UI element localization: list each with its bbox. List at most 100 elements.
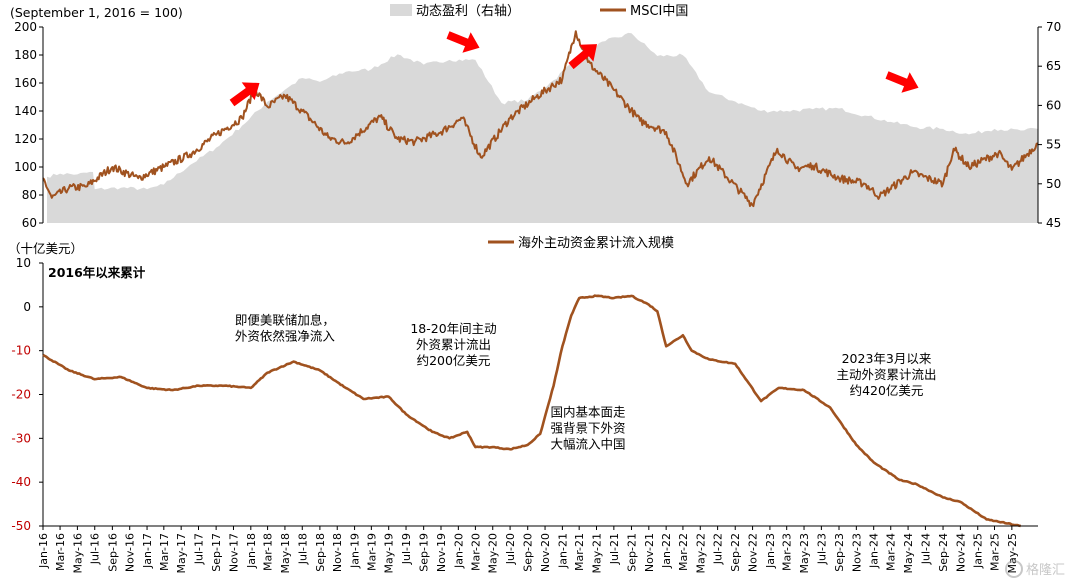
top-left-tick-label: 60 xyxy=(22,216,37,230)
top-left-tick-label: 200 xyxy=(14,20,37,34)
x-tick-label: Jul-21 xyxy=(608,533,621,565)
x-tick-label: Jul-16 xyxy=(89,533,102,565)
top-chart: (September 1, 2016 = 100) 动态盈利（右轴） MSCI中… xyxy=(10,4,1061,230)
x-tick-label: Nov-21 xyxy=(643,533,656,572)
bottom-y-tick-label: -50 xyxy=(11,519,31,533)
annotation-layer: 即便美联储加息，外资依然强净流入 18-20年间主动外资累计流出约200亿美元国内… xyxy=(235,312,937,451)
watermark-logo-icon xyxy=(1005,560,1023,578)
x-tick-label: May-22 xyxy=(694,533,707,574)
x-tick-label: Jul-22 xyxy=(712,533,725,565)
bottom-y-tick-label: -10 xyxy=(11,344,31,358)
top-right-tick-label: 55 xyxy=(1046,138,1061,152)
legend-label-flow: 海外主动资金累计流入规模 xyxy=(518,235,674,251)
x-tick-label: Jan-25 xyxy=(972,533,985,569)
annotation-line: 外资依然强净流入 xyxy=(235,328,336,343)
top-right-tick-label: 50 xyxy=(1046,177,1061,191)
up-arrow-2021-icon xyxy=(568,44,598,70)
top-left-tick-label: 80 xyxy=(22,188,37,202)
annotation-line: 即便美联储加息， xyxy=(235,312,335,327)
top-right-tick-label: 65 xyxy=(1046,59,1061,73)
x-tick-label: Nov-17 xyxy=(228,533,241,572)
x-tick-label: Sep-16 xyxy=(106,533,119,572)
x-tick-label: May-24 xyxy=(902,533,915,574)
x-tick-label: Jan-17 xyxy=(141,533,154,569)
up-arrow-2018-icon xyxy=(229,82,260,107)
annotation-line: 大幅流入中国 xyxy=(550,436,625,451)
legend-label-msci: MSCI中国 xyxy=(630,4,688,19)
annotation-line: 外资累计流出 xyxy=(416,337,491,352)
x-tick-label: Sep-22 xyxy=(729,533,742,572)
top-legend: 动态盈利（右轴） MSCI中国 xyxy=(390,4,688,19)
watermark: 格隆汇 xyxy=(1005,560,1065,578)
x-tick-label: Jan-23 xyxy=(764,533,777,569)
arrow-layer xyxy=(229,31,919,107)
x-tick-label: Jan-19 xyxy=(349,533,362,569)
msci-china-line xyxy=(42,30,1039,208)
x-tick-label: Sep-20 xyxy=(522,533,535,572)
annotation-line: 约420亿美元 xyxy=(850,383,924,398)
bottom-y-tick-label: 0 xyxy=(23,300,31,314)
x-tick-label: Mar-20 xyxy=(469,533,482,571)
x-tick-label: Sep-17 xyxy=(210,533,223,572)
flow-line xyxy=(42,294,1021,528)
x-tick-label: Nov-24 xyxy=(954,533,967,572)
x-tick-label: May-19 xyxy=(383,533,396,574)
x-tick-label: Mar-23 xyxy=(781,533,794,571)
legend-swatch-earnings xyxy=(390,4,412,16)
annotation-line: 国内基本面走 xyxy=(550,404,626,419)
x-tick-label: Sep-21 xyxy=(626,533,639,572)
x-tick-label: Jan-21 xyxy=(556,533,569,569)
down-arrow-2024-icon xyxy=(885,71,919,93)
x-tick-label: Nov-23 xyxy=(850,533,863,572)
bottom-y-tick-label: -40 xyxy=(11,475,31,489)
top-left-tick-label: 140 xyxy=(14,104,37,118)
top-right-tick-label: 45 xyxy=(1046,216,1061,230)
x-tick-label: Jul-18 xyxy=(296,533,309,565)
x-tick-label: May-17 xyxy=(175,533,188,574)
top-right-tick-label: 60 xyxy=(1046,98,1061,112)
x-tick-label: Nov-16 xyxy=(124,533,137,572)
earnings-area-layer xyxy=(47,32,1038,224)
x-tick-label: Jan-18 xyxy=(245,533,258,569)
x-tick-label: Mar-17 xyxy=(158,533,171,571)
x-tick-label: Nov-18 xyxy=(331,533,344,572)
x-tick-label: Jan-20 xyxy=(452,533,465,569)
x-tick-label: Sep-23 xyxy=(833,533,846,572)
x-tick-label: May-18 xyxy=(279,533,292,574)
x-tick-label: Jan-24 xyxy=(868,533,881,569)
x-tick-label: Jul-17 xyxy=(193,533,206,565)
bottom-unit-label: （十亿美元） xyxy=(8,241,83,256)
annotation-line: 主动外资累计流出 xyxy=(836,367,936,382)
x-tick-label: Jan-16 xyxy=(37,533,50,569)
annotation-line: 约200亿美元 xyxy=(417,353,491,368)
x-tick-label: Mar-22 xyxy=(677,533,690,571)
bottom-legend: 海外主动资金累计流入规模 xyxy=(488,235,674,251)
x-tick-label: Jul-20 xyxy=(504,533,517,565)
x-tick-label: Nov-19 xyxy=(435,533,448,572)
x-tick-label: Jul-19 xyxy=(400,533,413,565)
bottom-chart-title: 2016年以来累计 xyxy=(48,265,146,280)
top-left-tick-label: 180 xyxy=(14,48,37,62)
bottom-y-tick-label: 10 xyxy=(16,256,31,270)
watermark-text: 格隆汇 xyxy=(1026,562,1065,578)
bottom-y-tick-label: -20 xyxy=(11,388,31,402)
x-tick-label: Mar-19 xyxy=(365,533,378,571)
x-tick-label: Sep-19 xyxy=(418,533,431,572)
x-tick-label: May-20 xyxy=(487,533,500,574)
flow-line-layer xyxy=(42,294,1021,528)
top-right-tick-label: 70 xyxy=(1046,20,1061,34)
annotation-line: 2023年3月以来 xyxy=(842,351,932,366)
x-tick-label: May-16 xyxy=(71,533,84,574)
x-tick-label: Mar-25 xyxy=(989,533,1002,571)
top-left-tick-label: 100 xyxy=(14,160,37,174)
x-tick-label: Sep-18 xyxy=(314,533,327,572)
x-tick-label: May-25 xyxy=(1006,533,1019,574)
annotation-line: 强背景下外资 xyxy=(550,420,625,435)
x-tick-label: Jan-22 xyxy=(660,533,673,569)
x-tick-label: Jul-24 xyxy=(919,533,932,565)
x-axis: Jan-16 Mar-16 May-16 Jul-16 Sep-16 Nov-16 Jan-… xyxy=(37,525,1038,574)
top-left-tick-label: 160 xyxy=(14,76,37,90)
